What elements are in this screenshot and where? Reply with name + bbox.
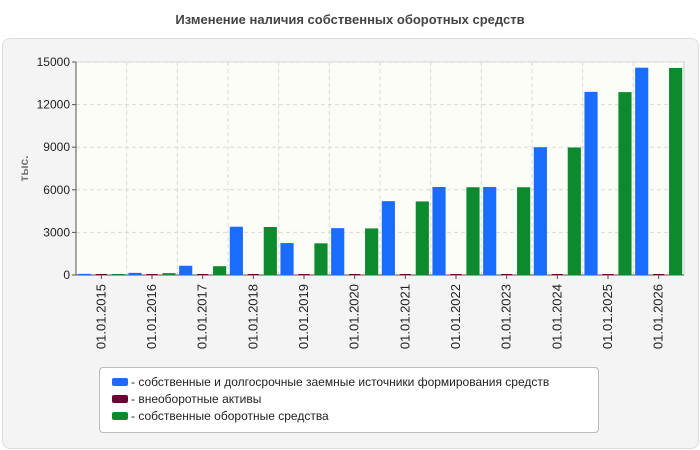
bar-series-2 <box>349 274 361 275</box>
y-tick-label: 0 <box>63 268 70 282</box>
bar-series-2 <box>501 274 513 275</box>
legend-swatch <box>112 378 128 386</box>
bar-series-3 <box>263 227 277 275</box>
legend-label: - собственные и долгосрочные заемные ист… <box>131 375 550 389</box>
bar-series-1 <box>128 272 142 275</box>
bar-series-2 <box>450 274 462 275</box>
legend-item: - внеоборотные активы <box>112 391 261 407</box>
bar-series-3 <box>415 201 429 275</box>
bar-series-2 <box>197 274 209 275</box>
bar-series-1 <box>584 91 598 275</box>
x-tick-label: 01.01.2025 <box>600 284 615 349</box>
x-tick-label: 01.01.2018 <box>245 284 260 349</box>
bar-series-1 <box>77 273 91 275</box>
bar-series-2 <box>247 274 259 275</box>
chart-title: Изменение наличия собственных оборотных … <box>175 12 525 27</box>
bar-series-2 <box>399 274 411 275</box>
bar-series-3 <box>466 187 480 275</box>
x-tick-label: 01.01.2026 <box>651 284 666 349</box>
bar-series-1 <box>331 228 345 275</box>
y-tick-label: 6000 <box>43 183 70 197</box>
y-axis-label: тыс. <box>17 155 31 181</box>
bar-series-1 <box>381 201 395 275</box>
legend-label: - внеоборотные активы <box>131 392 262 406</box>
bar-series-2 <box>95 274 107 275</box>
bar-series-3 <box>111 274 125 275</box>
x-tick-label: 01.01.2015 <box>93 284 108 349</box>
legend-swatch <box>112 395 128 403</box>
x-tick-label: 01.01.2023 <box>499 284 514 349</box>
bar-series-3 <box>567 147 581 275</box>
x-tick-label: 01.01.2021 <box>397 284 412 349</box>
x-tick-label: 01.01.2022 <box>448 284 463 349</box>
x-tick-label: 01.01.2019 <box>296 284 311 349</box>
y-tick-label: 3000 <box>43 225 70 239</box>
y-tick-label: 12000 <box>37 98 71 112</box>
y-tick-label: 9000 <box>43 140 70 154</box>
legend-swatch <box>112 412 128 420</box>
x-tick-label: 01.01.2017 <box>195 284 210 349</box>
bar-series-3 <box>517 187 531 275</box>
x-tick-label: 01.01.2020 <box>347 284 362 349</box>
bar-series-1 <box>483 186 497 275</box>
chart-legend: - собственные и долгосрочные заемные ист… <box>99 367 599 433</box>
bar-series-3 <box>162 273 176 275</box>
bar-series-1 <box>635 67 649 276</box>
y-tick-label: 15000 <box>37 55 71 69</box>
bar-series-3 <box>314 243 328 275</box>
bar-series-1 <box>229 226 243 275</box>
bar-series-1 <box>432 186 446 275</box>
legend-label: - собственные оборотные средства <box>131 409 329 423</box>
bar-series-1 <box>533 147 547 275</box>
legend-item: - собственные и долгосрочные заемные ист… <box>112 374 549 390</box>
legend-item: - собственные оборотные средства <box>112 408 329 424</box>
bar-series-3 <box>365 228 379 275</box>
bar-series-2 <box>551 274 563 275</box>
bar-series-3 <box>213 266 227 275</box>
bar-series-2 <box>298 274 310 275</box>
x-tick-label: 01.01.2016 <box>144 284 159 349</box>
bar-series-3 <box>618 92 632 275</box>
bar-series-2 <box>146 274 158 275</box>
bar-series-1 <box>179 265 193 275</box>
bar-series-2 <box>653 274 665 275</box>
bar-series-2 <box>602 274 614 275</box>
x-tick-label: 01.01.2024 <box>549 284 564 349</box>
bar-series-1 <box>280 243 294 275</box>
bar-series-3 <box>669 67 683 276</box>
